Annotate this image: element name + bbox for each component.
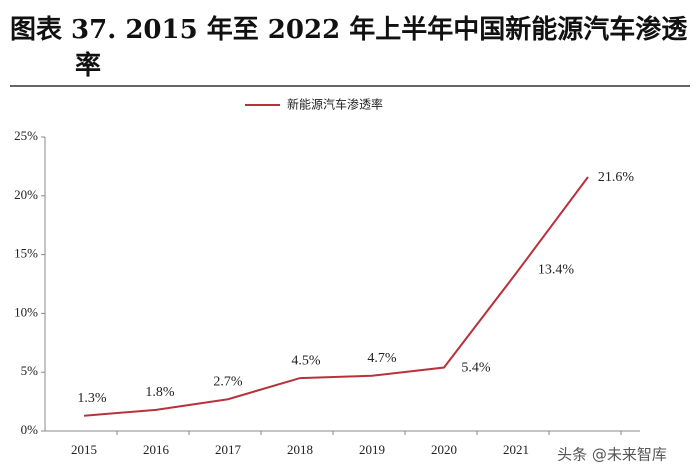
series-line bbox=[83, 176, 589, 417]
x-tick-label: 2015 bbox=[71, 442, 97, 457]
x-tick-label: 2018 bbox=[287, 442, 313, 457]
x-tick-label: 2021 bbox=[503, 442, 529, 457]
x-tick-label: 2019 bbox=[359, 442, 385, 457]
data-label: 2.7% bbox=[213, 374, 243, 389]
y-tick-label: 10% bbox=[14, 304, 38, 319]
data-label: 4.5% bbox=[291, 353, 321, 368]
legend-label: 新能源汽车渗透率 bbox=[287, 97, 383, 112]
y-tick-label: 25% bbox=[14, 128, 38, 143]
data-label: 4.7% bbox=[367, 351, 397, 366]
y-tick-label: 15% bbox=[14, 246, 38, 261]
data-label: 1.3% bbox=[77, 391, 107, 406]
x-tick-label: 2017 bbox=[215, 442, 242, 457]
x-tick-label: 2020 bbox=[431, 442, 457, 457]
y-tick-label: 0% bbox=[21, 422, 39, 437]
data-label: 13.4% bbox=[538, 263, 575, 278]
y-tick-label: 20% bbox=[14, 187, 38, 202]
y-tick-label: 5% bbox=[21, 363, 39, 378]
data-label: 5.4% bbox=[461, 361, 491, 376]
watermark: 头条 @未来智库 bbox=[557, 446, 667, 464]
chart-title: 图表 37. 2015 年至 2022 年上半年中国新能源汽车渗透率 bbox=[10, 15, 688, 81]
x-tick-label: 2016 bbox=[143, 442, 170, 457]
data-label: 21.6% bbox=[598, 170, 635, 185]
data-label: 1.8% bbox=[145, 385, 175, 400]
